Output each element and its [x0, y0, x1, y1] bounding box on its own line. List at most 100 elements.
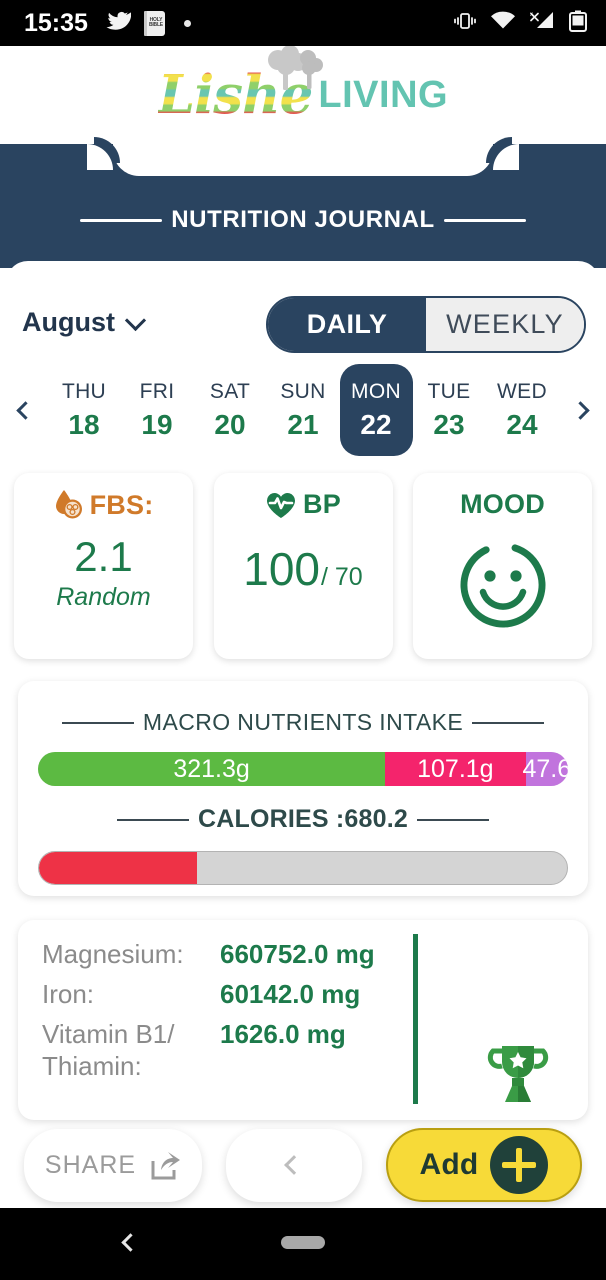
calories-rule-left: [116, 818, 189, 821]
day-cell-sat[interactable]: SAT 20: [194, 364, 267, 456]
day-number: 24: [506, 408, 538, 440]
day-weekday: FRI: [139, 379, 175, 403]
day-weekday: WED: [497, 379, 547, 403]
day-weekday: SUN: [280, 379, 326, 403]
day-cell-thu[interactable]: THU 18: [48, 364, 121, 456]
smiley-face-icon: [460, 542, 545, 628]
brand-logo-band: Lishe LIVING: [0, 46, 606, 144]
prev-week-button[interactable]: [6, 400, 46, 420]
share-icon: [151, 1152, 181, 1180]
fbs-card-header: FBS:: [54, 489, 154, 521]
day-cell-sun[interactable]: SUN 21: [267, 364, 340, 456]
day-number: 21: [287, 408, 319, 440]
android-status-bar: 15:35 HOLY BIBLE: [0, 0, 606, 46]
macro-segment-fat: 47.6: [522, 752, 568, 786]
micronutrient-row: Magnesium: 660752.0 mg: [42, 938, 588, 970]
page-title: NUTRITION JOURNAL: [171, 206, 435, 233]
day-cell-tue[interactable]: TUE 23: [413, 364, 486, 456]
tab-daily[interactable]: DAILY: [268, 298, 426, 351]
day-weekday: SAT: [209, 379, 251, 403]
macro-nutrients-card: MACRO NUTRIENTS INTAKE 321.3g 107.1g 47.…: [18, 681, 588, 896]
bp-card[interactable]: BP 100 / 70: [213, 473, 393, 659]
fbs-title: FBS:: [89, 489, 154, 520]
trophy-badge: [480, 1040, 556, 1109]
chevron-right-icon: [571, 400, 590, 420]
dot-indicator-icon: [183, 19, 191, 27]
day-number: 19: [141, 408, 173, 440]
action-bar: SHARE Add: [6, 1110, 600, 1220]
nav-back-icon[interactable]: [121, 1233, 140, 1252]
macro-rule-right: [472, 721, 545, 724]
day-list: THU 18 FRI 19 SAT 20 SUN 21 MON 22: [46, 364, 561, 456]
day-cell-fri[interactable]: FRI 19: [121, 364, 194, 456]
day-number: 23: [433, 408, 465, 440]
fbs-card[interactable]: FBS: 2.1 Random: [14, 473, 193, 659]
add-button[interactable]: Add: [386, 1128, 582, 1202]
macro-rule-left: [61, 721, 134, 724]
bible-app-label: HOLY BIBLE: [148, 16, 163, 28]
add-label: Add: [419, 1148, 479, 1181]
content-sheet: August DAILY WEEKLY THU 18 FRI 19: [6, 261, 600, 1280]
status-system-icons: x: [453, 0, 588, 46]
day-weekday: THU: [61, 379, 107, 403]
micronutrients-divider: [413, 934, 418, 1104]
plus-circle-icon: [490, 1136, 549, 1194]
tab-weekly[interactable]: WEEKLY: [426, 298, 584, 351]
macro-stacked-bar: 321.3g 107.1g 47.6: [38, 752, 568, 786]
blood-drop-icon: [55, 490, 82, 519]
title-rule-left: [80, 218, 163, 222]
share-button[interactable]: SHARE: [24, 1128, 202, 1202]
calories-rule-right: [417, 818, 489, 821]
day-weekday: MON: [351, 379, 401, 403]
brand-logo: Lishe LIVING: [158, 46, 449, 122]
status-notification-icons: HOLY BIBLE: [104, 9, 191, 38]
day-number: 18: [68, 408, 100, 440]
micronutrient-value: 660752.0 mg: [220, 939, 375, 969]
tree-icon: [267, 46, 323, 90]
bible-app-icon: HOLY BIBLE: [143, 10, 165, 36]
fbs-note: Random: [56, 583, 151, 611]
micronutrient-row: Iron: 60142.0 mg: [42, 978, 588, 1010]
micronutrients-list: Magnesium: 660752.0 mg Iron: 60142.0 mg …: [18, 920, 588, 1104]
micronutrient-label: Vitamin B1/ Thiamin:: [42, 1019, 175, 1081]
android-nav-bar: [0, 1208, 606, 1280]
brand-submark: LIVING: [318, 74, 449, 116]
battery-icon: [568, 10, 588, 37]
title-rule-right: [443, 218, 526, 222]
view-mode-toggle[interactable]: DAILY WEEKLY: [266, 296, 586, 353]
calories-progress-fill: [39, 852, 198, 884]
micronutrient-label: Iron:: [42, 979, 95, 1009]
back-button[interactable]: [226, 1128, 362, 1202]
nav-home-pill-icon[interactable]: [281, 1236, 325, 1249]
svg-text:x: x: [530, 12, 533, 18]
bp-value: 100 / 70: [243, 542, 362, 596]
calories-title-row: CALORIES :680.2: [18, 805, 588, 834]
trophy-icon: [487, 1046, 549, 1102]
month-selector[interactable]: August: [22, 307, 147, 338]
day-cell-wed[interactable]: WED 24: [486, 364, 559, 456]
mood-card[interactable]: MOOD: [413, 473, 592, 659]
day-cell-mon-selected[interactable]: MON 22: [339, 364, 413, 456]
vibrate-icon: [453, 11, 477, 36]
chevron-left-icon: [16, 400, 35, 420]
macro-segment-carbs: 321.3g: [38, 752, 386, 786]
day-weekday: TUE: [427, 379, 471, 403]
macro-title-row: MACRO NUTRIENTS INTAKE: [18, 681, 588, 736]
micronutrients-card: Magnesium: 660752.0 mg Iron: 60142.0 mg …: [18, 920, 588, 1120]
bp-diastolic: / 70: [321, 563, 363, 591]
chevron-down-icon: [124, 309, 147, 331]
fbs-value: 2.1: [74, 533, 133, 580]
bp-card-header: BP: [265, 489, 341, 520]
macro-segment-protein: 107.1g: [385, 752, 526, 786]
bp-systolic: 100: [243, 543, 321, 595]
share-label: SHARE: [44, 1150, 137, 1179]
controls-row: August DAILY WEEKLY: [6, 296, 600, 358]
status-clock: 15:35: [24, 8, 88, 37]
page-title-row: NUTRITION JOURNAL: [0, 206, 606, 234]
month-label: August: [22, 307, 115, 337]
micronutrient-value: 1626.0 mg: [220, 1019, 346, 1049]
micronutrient-row: Vitamin B1/ Thiamin: 1626.0 mg: [42, 1018, 588, 1082]
mood-title: MOOD: [460, 489, 545, 519]
next-week-button[interactable]: [561, 400, 601, 420]
